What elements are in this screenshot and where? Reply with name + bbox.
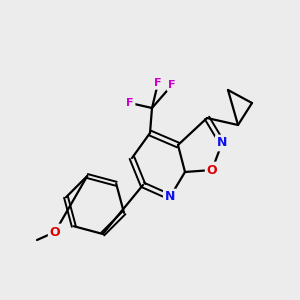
Text: F: F	[168, 80, 176, 90]
Text: O: O	[207, 164, 217, 176]
Text: N: N	[217, 136, 227, 149]
Text: O: O	[50, 226, 60, 238]
Text: F: F	[126, 98, 134, 108]
Text: N: N	[165, 190, 175, 203]
Text: F: F	[154, 78, 162, 88]
